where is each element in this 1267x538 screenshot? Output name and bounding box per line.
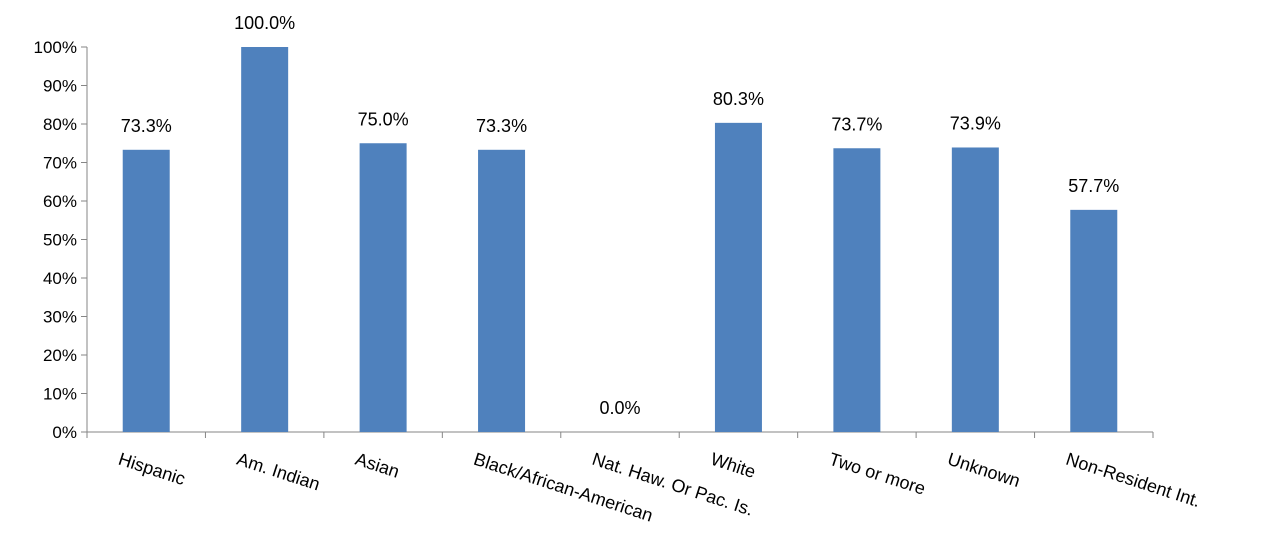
y-tick-label: 100%: [34, 38, 77, 57]
bar: [714, 122, 762, 432]
data-label: 73.9%: [950, 113, 1001, 133]
y-tick-label: 30%: [43, 308, 77, 327]
y-tick-label: 0%: [52, 423, 77, 442]
bar: [1070, 209, 1118, 432]
data-label: 80.3%: [713, 89, 764, 109]
y-tick-label: 80%: [43, 115, 77, 134]
data-label: 100.0%: [234, 13, 295, 33]
y-tick-label: 90%: [43, 77, 77, 96]
y-tick-label: 20%: [43, 346, 77, 365]
x-tick-label: Hispanic: [116, 449, 188, 489]
x-tick-label: Two or more: [827, 449, 928, 499]
bar: [833, 148, 881, 432]
y-tick-label: 40%: [43, 269, 77, 288]
x-tick-label: Asian: [353, 449, 402, 482]
y-tick-label: 50%: [43, 231, 77, 250]
bar: [951, 147, 999, 433]
data-label: 73.7%: [831, 114, 882, 134]
data-label: 0.0%: [599, 398, 640, 418]
data-label: 73.3%: [121, 116, 172, 136]
y-tick-label: 70%: [43, 154, 77, 173]
x-tick-label: Non-Resident Int.: [1064, 449, 1203, 511]
bar: [122, 149, 170, 433]
x-tick-label: Unknown: [945, 449, 1023, 491]
bar: [359, 143, 407, 432]
data-label: 73.3%: [476, 116, 527, 136]
y-tick-label: 60%: [43, 192, 77, 211]
bar: [241, 47, 289, 432]
y-tick-label: 10%: [43, 385, 77, 404]
x-tick-label: Am. Indian: [234, 449, 322, 495]
x-tick-label: White: [708, 449, 758, 482]
bar: [478, 149, 526, 433]
data-label: 75.0%: [358, 109, 409, 129]
data-label: 57.7%: [1068, 176, 1119, 196]
